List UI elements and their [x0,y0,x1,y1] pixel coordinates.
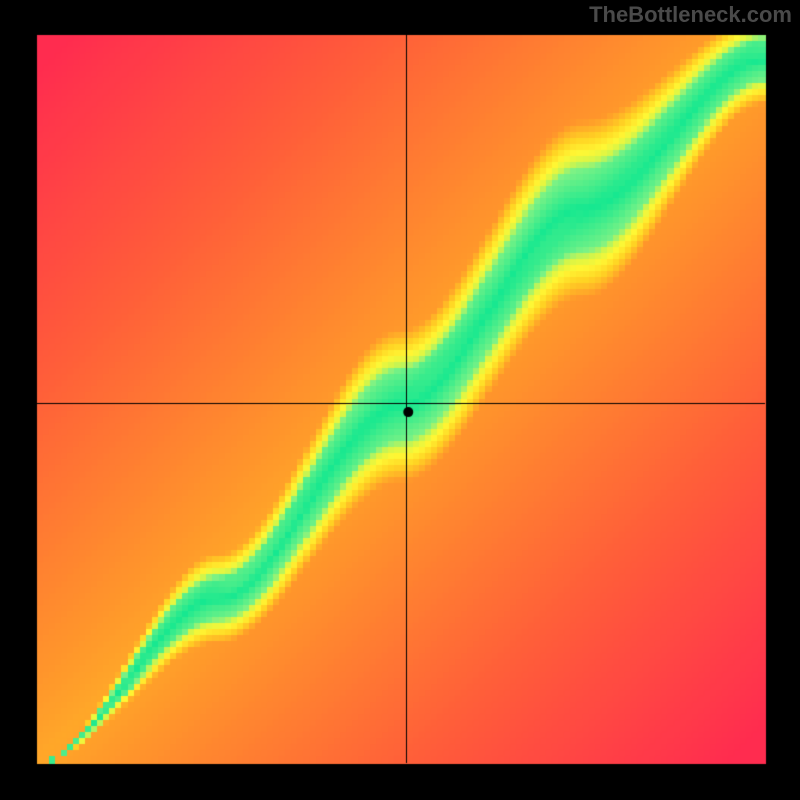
bottleneck-heatmap [0,0,800,800]
attribution-text: TheBottleneck.com [589,2,792,28]
chart-container: TheBottleneck.com [0,0,800,800]
